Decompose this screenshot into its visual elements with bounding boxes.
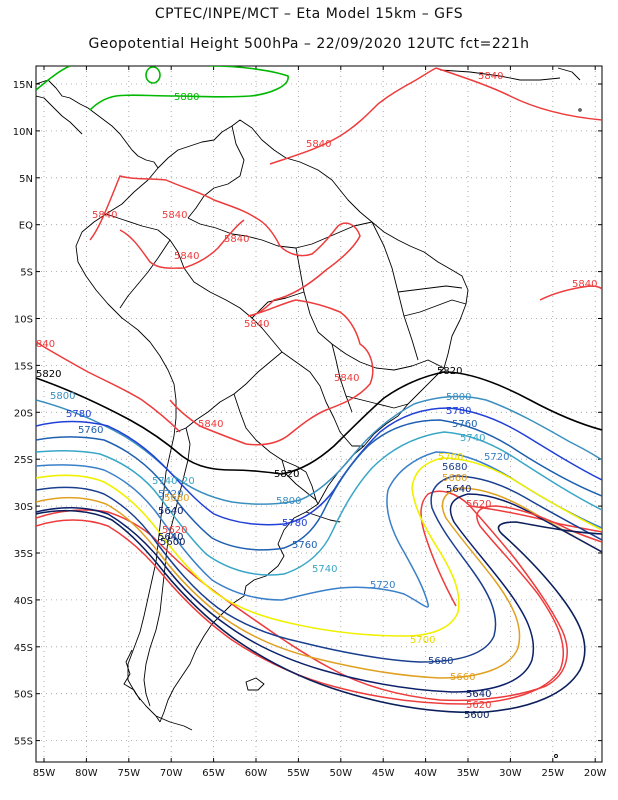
latitude-label: 10N bbox=[13, 127, 33, 138]
contour-label: 5600 bbox=[160, 537, 185, 548]
longitude-label: 45W bbox=[372, 768, 395, 779]
contour-5660 bbox=[36, 487, 602, 679]
contour-label: 5840 bbox=[92, 210, 117, 221]
latitude-label: 45S bbox=[14, 643, 33, 654]
longitude-label: 30W bbox=[499, 768, 522, 779]
contour-label: 5660 bbox=[442, 473, 467, 484]
contour-label: 5640 bbox=[158, 532, 183, 543]
contour-label: 5840 bbox=[306, 139, 331, 150]
contour-label: 5720 bbox=[158, 489, 183, 500]
contour-5880 bbox=[36, 66, 289, 111]
latitude-label: 10S bbox=[14, 315, 33, 326]
contour-label: 5780 bbox=[66, 409, 91, 420]
latitude-label: 30S bbox=[14, 502, 33, 513]
contour-5760 bbox=[36, 419, 602, 551]
contour-5680 bbox=[36, 475, 602, 663]
contour-5740 bbox=[36, 431, 602, 576]
contour-label: 5640 bbox=[158, 506, 183, 517]
contour-label: 5700 bbox=[410, 635, 435, 646]
contour-label: 5760 bbox=[78, 425, 103, 436]
contour-label: 5600 bbox=[464, 710, 489, 721]
contour-label: 5800 bbox=[446, 392, 471, 403]
contour-label: 5620 bbox=[466, 700, 491, 711]
longitude-label: 85W bbox=[33, 768, 56, 779]
contour-5640 bbox=[36, 493, 602, 693]
contour-label: 5840 bbox=[244, 319, 269, 330]
map-title: CPTEC/INPE/MCT – Eta Model 15km – GFS bbox=[154, 6, 464, 22]
latitude-label: 40S bbox=[14, 596, 33, 607]
latitude-label: 5S bbox=[20, 268, 33, 279]
contour-5700 bbox=[36, 457, 602, 637]
contour-label: 5720 bbox=[484, 452, 509, 463]
contour-label: 5740 bbox=[152, 476, 177, 487]
coastline bbox=[36, 67, 582, 758]
latitude-label: EQ bbox=[19, 221, 33, 232]
contour-label: 5640 bbox=[446, 484, 471, 495]
contour-label: 5700 bbox=[438, 452, 463, 463]
contour-label: 5660 bbox=[450, 672, 475, 683]
contour-label: 5680 bbox=[428, 656, 453, 667]
latitude-label: 35S bbox=[14, 549, 33, 560]
longitude-label: 50W bbox=[329, 768, 352, 779]
contour-label: 5740 bbox=[460, 433, 485, 444]
contour-label: 840 bbox=[36, 339, 55, 350]
longitude-label: 25W bbox=[541, 768, 564, 779]
contour-label: 5800 bbox=[50, 391, 75, 402]
longitude-label: 70W bbox=[160, 768, 183, 779]
contour-5780 bbox=[36, 407, 602, 526]
longitude-label: 35W bbox=[457, 768, 480, 779]
contour-label: 5840 bbox=[572, 279, 597, 290]
latitude-label: 25S bbox=[14, 455, 33, 466]
contour-label: 5760 bbox=[452, 419, 477, 430]
longitude-label: 55W bbox=[287, 768, 310, 779]
map-subtitle: Geopotential Height 500hPa – 22/09/2020 … bbox=[88, 36, 530, 52]
latitude-label: 15S bbox=[14, 361, 33, 372]
contour-5800 bbox=[36, 395, 602, 505]
contour-label: 5780 bbox=[282, 518, 307, 529]
contour-label: 5720 bbox=[370, 580, 395, 591]
longitude-label: 65W bbox=[202, 768, 225, 779]
longitude-label: 40W bbox=[414, 768, 437, 779]
contour-5720 bbox=[36, 451, 602, 608]
contour-label: 5740 bbox=[312, 564, 337, 575]
latitude-label: 55S bbox=[14, 737, 33, 748]
contour-label: 5840 bbox=[162, 210, 187, 221]
contour-label: 5820 bbox=[274, 469, 299, 480]
contour-label: 5840 bbox=[478, 71, 503, 82]
longitude-label: 20W bbox=[584, 768, 607, 779]
contour-5600 bbox=[36, 509, 602, 714]
contour-label: 5840 bbox=[174, 251, 199, 262]
contour-label: 5620 bbox=[466, 499, 491, 510]
contour-label: 5840 bbox=[224, 234, 249, 245]
latitude-label: 5N bbox=[19, 174, 33, 185]
contour-label: 5820 bbox=[36, 369, 61, 380]
contour-5620 bbox=[36, 505, 602, 705]
contour-label: 5660 bbox=[164, 493, 189, 504]
contour-label: 5760 bbox=[292, 540, 317, 551]
contour-5840 bbox=[36, 67, 602, 702]
latitude-label: 50S bbox=[14, 690, 33, 701]
latitude-label: 20S bbox=[14, 408, 33, 419]
contour-label: 5680 bbox=[442, 462, 467, 473]
longitude-label: 60W bbox=[245, 768, 268, 779]
latitude-label: 15N bbox=[13, 80, 33, 91]
contour-label: 5800 bbox=[276, 496, 301, 507]
longitude-label: 80W bbox=[75, 768, 98, 779]
longitude-label: 75W bbox=[117, 768, 140, 779]
contour-label: 5620 bbox=[162, 525, 187, 536]
latitude-labels: 15N 10N 5N EQ 5S 10S 15S 20S 25S 30S 35S 40S 45S 50S 5… bbox=[13, 80, 33, 748]
axis-ticks bbox=[36, 66, 602, 762]
contour-label: 5780 bbox=[446, 406, 471, 417]
contour-label: 5880 bbox=[174, 92, 199, 103]
contour-5820 bbox=[36, 371, 602, 475]
contour-labels: 5880 5840 5840 5840 5840 5840 5840 5840 … bbox=[36, 71, 597, 721]
contour-label: 5840 bbox=[198, 419, 223, 430]
contour-label: 5840 bbox=[334, 373, 359, 384]
longitude-labels: 85W 80W 75W 70W 65W 60W 55W 50W 45W 40W 35W 30W 25W 2… bbox=[33, 768, 607, 779]
contour-label: 5820 bbox=[437, 366, 462, 377]
contour-label: 5640 bbox=[466, 689, 491, 700]
contour-label: 20 bbox=[182, 476, 195, 487]
